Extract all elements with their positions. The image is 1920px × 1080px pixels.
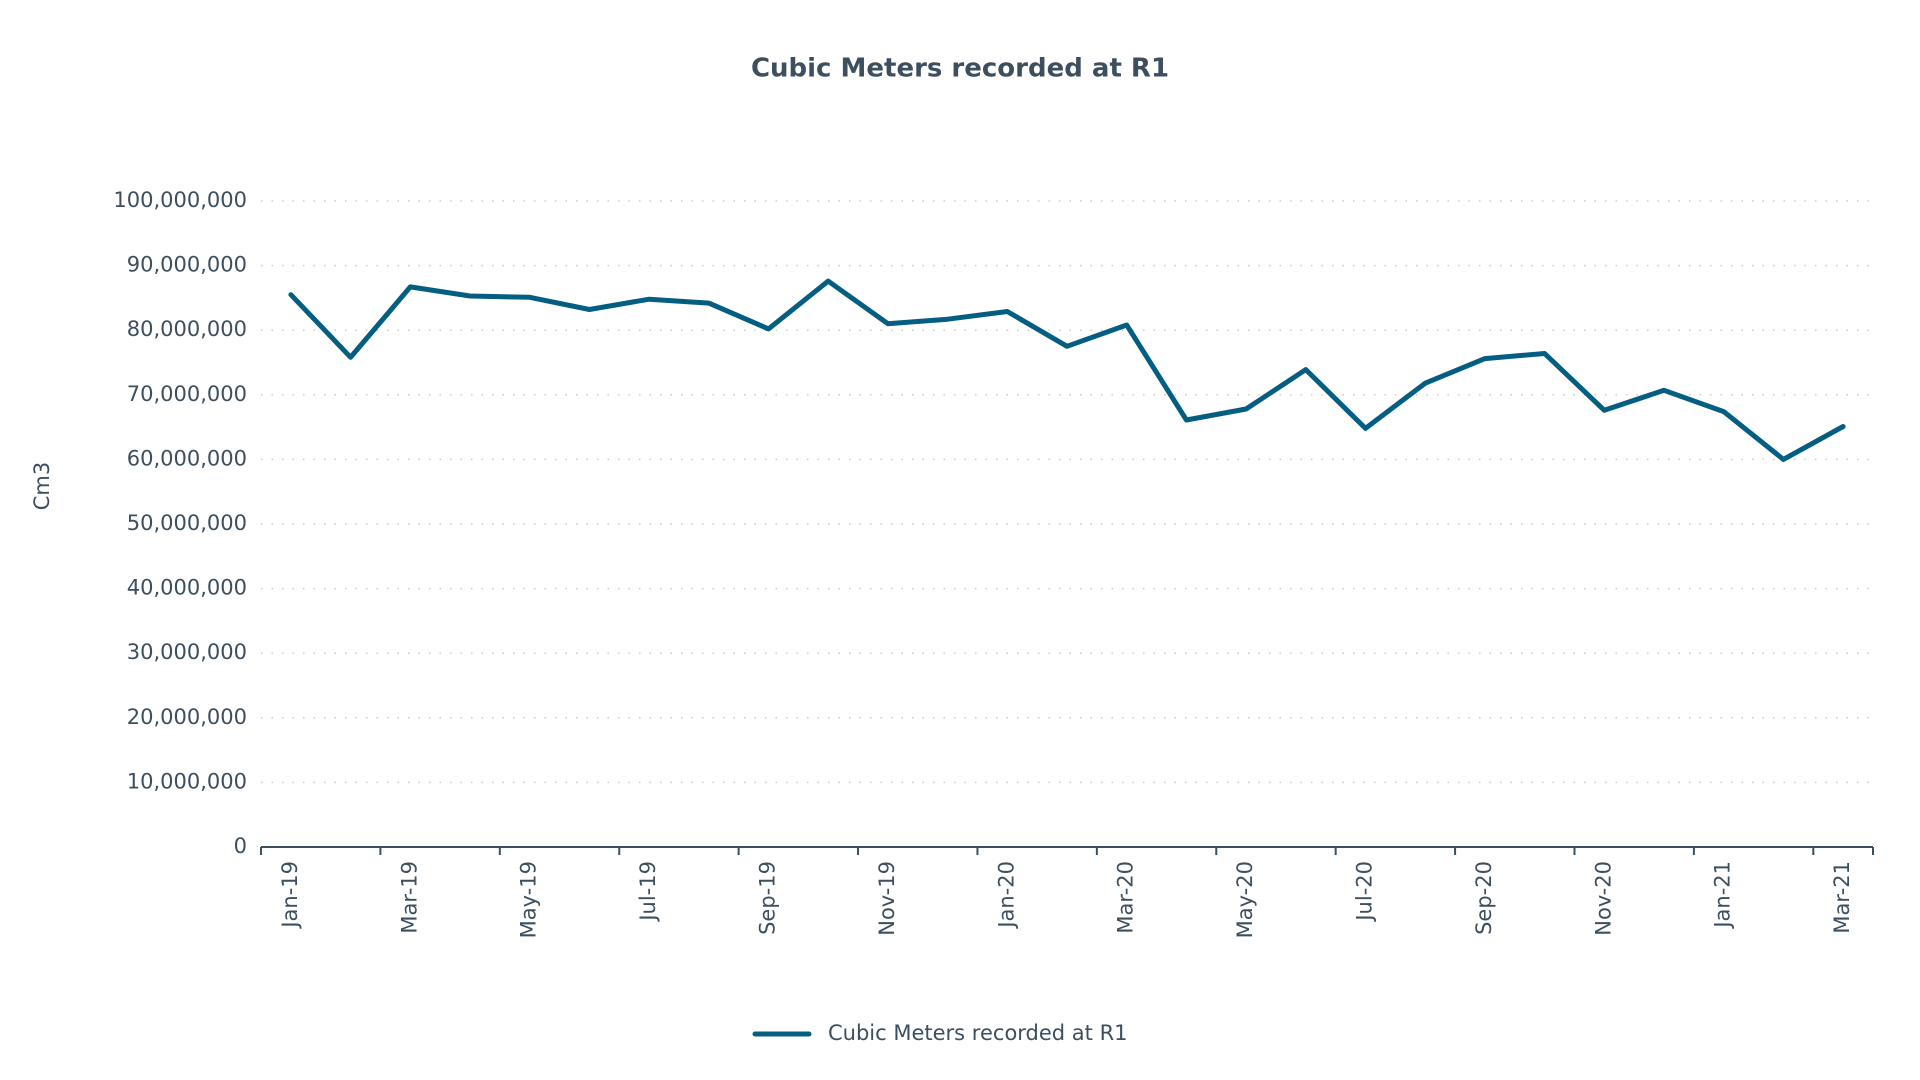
y-tick-label: 20,000,000 <box>127 705 247 729</box>
y-tick-label: 80,000,000 <box>127 317 247 341</box>
x-tick-label: Jan-21 <box>1711 861 1735 930</box>
x-tick-label: May-19 <box>517 861 541 938</box>
x-tick-label: Nov-20 <box>1591 861 1615 936</box>
y-tick-label: 0 <box>234 834 247 858</box>
y-tick-label: 50,000,000 <box>127 511 247 535</box>
y-tick-label: 30,000,000 <box>127 640 247 664</box>
y-tick-label: 60,000,000 <box>127 446 247 470</box>
legend-label: Cubic Meters recorded at R1 <box>828 1021 1128 1045</box>
x-tick-label: Jul-19 <box>636 861 660 923</box>
x-tick-label: Mar-19 <box>397 861 421 934</box>
y-tick-label: 10,000,000 <box>127 769 247 793</box>
x-tick-label: Sep-19 <box>755 861 779 935</box>
y-tick-label: 40,000,000 <box>127 576 247 600</box>
x-tick-label: May-20 <box>1233 861 1257 938</box>
y-tick-label: 100,000,000 <box>113 188 247 212</box>
x-tick-label: Jul-20 <box>1353 861 1377 923</box>
x-tick-label: Sep-20 <box>1472 861 1496 935</box>
y-axis-label: Cm3 <box>30 462 54 510</box>
x-tick-label: Mar-20 <box>1114 861 1138 934</box>
y-tick-label: 70,000,000 <box>127 382 247 406</box>
data-line <box>288 278 1846 462</box>
x-tick-label: Nov-19 <box>875 861 899 936</box>
chart-title: Cubic Meters recorded at R1 <box>751 54 1169 84</box>
x-tick-label: Jan-20 <box>994 861 1018 930</box>
x-tick-label: Mar-21 <box>1830 861 1854 934</box>
x-tick-label: Jan-19 <box>278 861 302 930</box>
y-tick-label: 90,000,000 <box>127 253 247 277</box>
